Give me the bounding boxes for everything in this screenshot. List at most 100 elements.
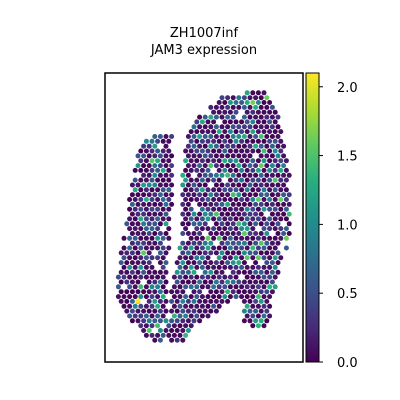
spot bbox=[264, 134, 270, 139]
spot bbox=[197, 260, 203, 266]
spot bbox=[269, 182, 275, 188]
spot bbox=[211, 119, 217, 125]
spot bbox=[183, 167, 189, 173]
spot bbox=[213, 308, 219, 314]
spot bbox=[143, 158, 149, 164]
spot bbox=[202, 143, 208, 149]
spot bbox=[132, 245, 138, 251]
spot bbox=[225, 163, 231, 169]
spot bbox=[236, 134, 242, 139]
spot bbox=[213, 143, 219, 149]
spot bbox=[197, 298, 203, 304]
spot bbox=[157, 182, 163, 188]
spot bbox=[141, 289, 147, 295]
spot bbox=[241, 143, 247, 149]
spot bbox=[143, 255, 149, 261]
spot bbox=[278, 177, 284, 183]
spot bbox=[135, 260, 141, 266]
spot bbox=[155, 177, 161, 183]
spot bbox=[169, 289, 175, 295]
spot bbox=[269, 104, 275, 110]
spot bbox=[267, 148, 273, 154]
spot bbox=[236, 240, 242, 246]
spot bbox=[174, 318, 180, 324]
spot bbox=[180, 221, 186, 227]
spot bbox=[230, 153, 236, 159]
spot bbox=[202, 124, 208, 130]
spot bbox=[205, 129, 211, 135]
spot bbox=[199, 294, 205, 300]
spot bbox=[230, 172, 236, 178]
spot bbox=[188, 255, 194, 261]
spot bbox=[267, 197, 273, 202]
spot bbox=[233, 129, 239, 135]
spot bbox=[138, 167, 144, 173]
spot bbox=[163, 279, 169, 285]
spot bbox=[219, 260, 225, 266]
spot bbox=[199, 158, 205, 164]
spot bbox=[197, 163, 203, 169]
spot bbox=[267, 274, 273, 280]
spot bbox=[185, 153, 191, 159]
spot bbox=[194, 119, 200, 125]
spot bbox=[253, 298, 259, 304]
spot bbox=[230, 211, 236, 217]
spot bbox=[185, 211, 191, 217]
spot bbox=[152, 308, 158, 314]
spot bbox=[208, 260, 214, 266]
spot bbox=[216, 245, 222, 251]
spot bbox=[143, 206, 149, 212]
spot bbox=[253, 318, 259, 324]
spot bbox=[250, 294, 256, 300]
spot bbox=[267, 109, 273, 115]
spot bbox=[227, 138, 233, 144]
spot bbox=[239, 264, 245, 270]
spot bbox=[244, 197, 250, 202]
spot bbox=[225, 201, 231, 207]
spot bbox=[141, 201, 147, 207]
colorbar-tick-label: 1.0 bbox=[337, 218, 358, 233]
spot bbox=[166, 235, 172, 241]
spot bbox=[211, 274, 217, 280]
axes-frame bbox=[104, 72, 304, 363]
spot bbox=[183, 264, 189, 270]
spot bbox=[149, 235, 155, 241]
spot bbox=[155, 216, 161, 222]
spot bbox=[222, 226, 228, 232]
spot bbox=[255, 284, 261, 290]
spot bbox=[199, 129, 205, 135]
spot bbox=[261, 313, 267, 319]
spot bbox=[272, 274, 278, 280]
spot bbox=[152, 269, 158, 275]
spot bbox=[241, 231, 247, 236]
spot bbox=[258, 201, 264, 207]
spot bbox=[194, 177, 200, 183]
spot bbox=[261, 148, 267, 154]
spot bbox=[258, 163, 264, 169]
spot bbox=[253, 250, 259, 256]
chart-title-line-2: JAM3 expression bbox=[150, 43, 258, 58]
spot bbox=[127, 216, 133, 222]
spot bbox=[166, 167, 172, 173]
spot bbox=[124, 221, 130, 227]
spot bbox=[194, 197, 200, 202]
spot bbox=[264, 182, 270, 188]
spot bbox=[264, 289, 270, 295]
spot bbox=[236, 153, 242, 159]
spot bbox=[185, 134, 191, 139]
spot bbox=[272, 109, 278, 115]
spot bbox=[135, 240, 141, 246]
spot bbox=[157, 250, 163, 256]
spot bbox=[177, 284, 183, 290]
spot bbox=[163, 134, 169, 139]
spot bbox=[281, 172, 287, 178]
spot bbox=[239, 100, 245, 105]
spot bbox=[191, 289, 197, 295]
spot bbox=[160, 264, 166, 270]
spot bbox=[205, 294, 211, 300]
spot bbox=[227, 129, 233, 135]
spot bbox=[244, 177, 250, 183]
spot bbox=[247, 172, 253, 178]
spot bbox=[258, 114, 264, 120]
spot bbox=[115, 274, 121, 280]
